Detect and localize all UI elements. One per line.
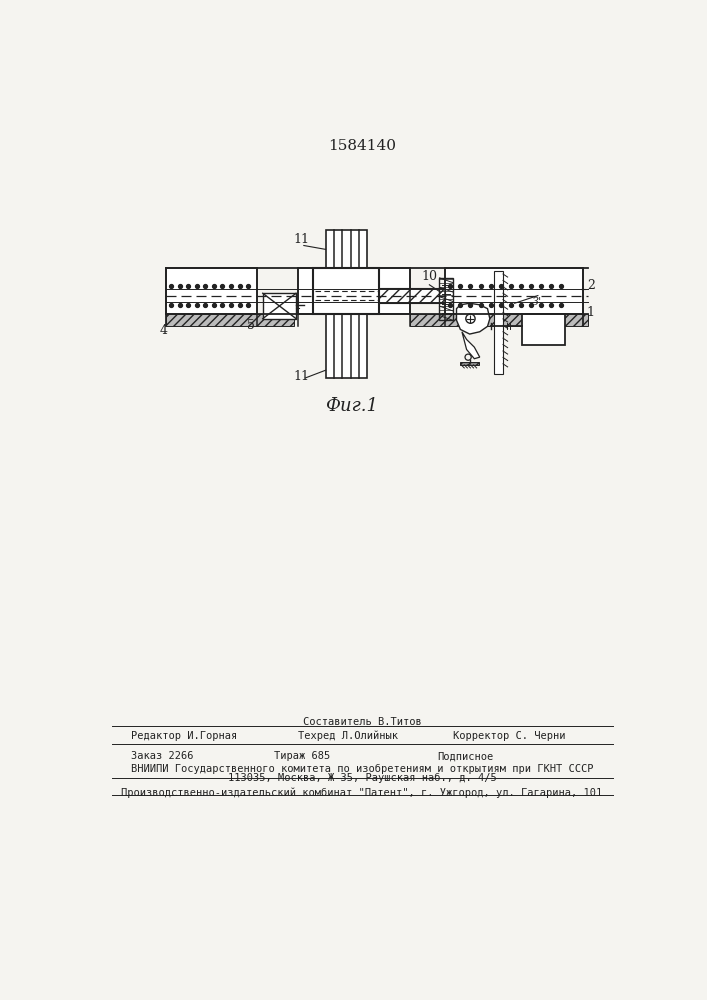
Bar xyxy=(313,268,379,314)
Text: Подписное: Подписное xyxy=(437,751,493,761)
Bar xyxy=(440,278,452,320)
Text: Производственно-издательский комбинат "Патент", г. Ужгород, ул. Гагарина, 101: Производственно-издательский комбинат "П… xyxy=(122,788,602,798)
Text: Фиг.1: Фиг.1 xyxy=(325,397,378,415)
Text: 11: 11 xyxy=(293,370,309,383)
Bar xyxy=(315,271,371,311)
Bar xyxy=(410,314,588,326)
Bar xyxy=(166,268,257,314)
Bar xyxy=(166,314,293,326)
Bar xyxy=(298,268,410,314)
Bar xyxy=(494,271,503,374)
Text: Техред Л.Олийнык: Техред Л.Олийнык xyxy=(298,731,397,741)
Bar xyxy=(460,362,479,365)
Polygon shape xyxy=(457,303,490,334)
Bar xyxy=(325,314,368,378)
Text: 10: 10 xyxy=(421,270,438,283)
Text: 11: 11 xyxy=(293,233,309,246)
Text: 2: 2 xyxy=(587,279,595,292)
Text: Корректор С. Черни: Корректор С. Черни xyxy=(452,731,565,741)
Text: Редактор И.Горная: Редактор И.Горная xyxy=(131,731,238,741)
Text: 5: 5 xyxy=(247,319,255,332)
Text: 4: 4 xyxy=(160,324,168,337)
Polygon shape xyxy=(462,332,480,359)
Text: 1584140: 1584140 xyxy=(328,139,396,153)
Bar xyxy=(325,230,368,268)
Text: Составитель В.Титов: Составитель В.Титов xyxy=(303,717,421,727)
Text: 1: 1 xyxy=(587,306,595,319)
Text: 113035, Москва, Ж-35, Раушская наб., д. 4/5: 113035, Москва, Ж-35, Раушская наб., д. … xyxy=(228,773,496,783)
Bar xyxy=(379,288,445,303)
Text: ВНИИПИ Государственного комитета по изобретениям и открытиям при ГКНТ СССР: ВНИИПИ Государственного комитета по изоб… xyxy=(131,764,593,774)
Text: 3': 3' xyxy=(532,297,542,307)
Bar xyxy=(263,293,296,319)
Bar xyxy=(522,314,565,345)
Text: Заказ 2266: Заказ 2266 xyxy=(131,751,194,761)
Bar xyxy=(445,268,583,314)
Text: Тираж 685: Тираж 685 xyxy=(274,751,331,761)
